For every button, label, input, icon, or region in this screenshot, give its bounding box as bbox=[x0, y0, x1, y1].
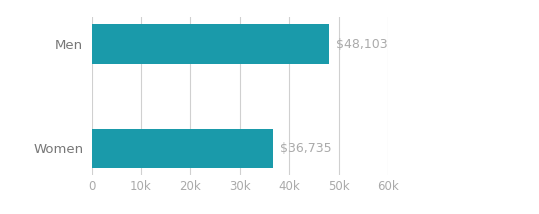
Text: $36,735: $36,735 bbox=[280, 142, 331, 155]
Text: $48,103: $48,103 bbox=[336, 38, 388, 51]
Bar bbox=[92, 24, 329, 64]
Bar bbox=[92, 129, 273, 168]
